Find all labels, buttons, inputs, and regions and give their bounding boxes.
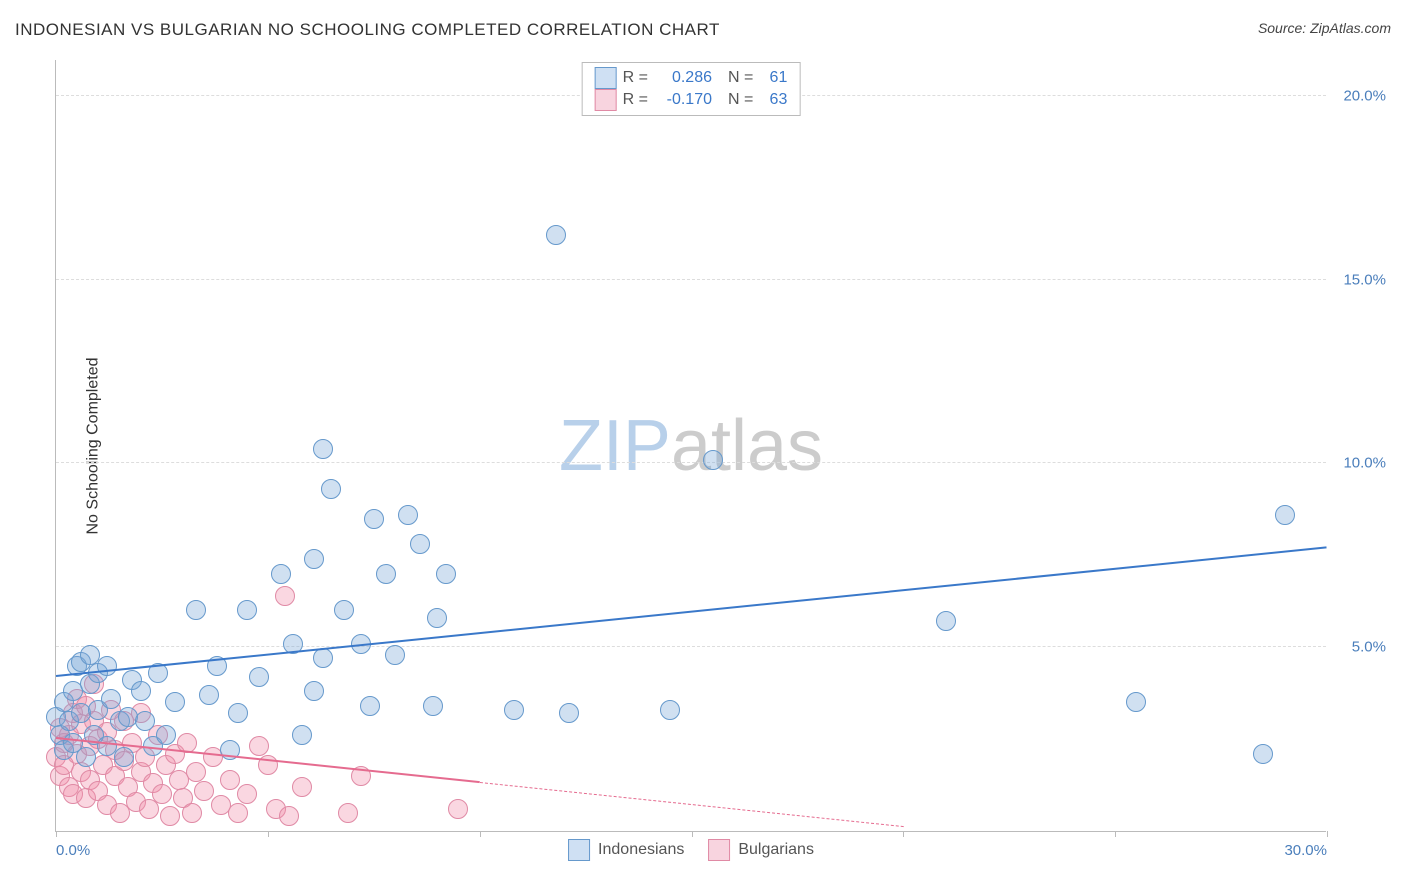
indonesians-point [385,645,405,665]
r-label: R = [623,69,648,87]
bulgarians-regression-line-dashed [480,782,904,827]
n-label: N = [728,69,753,87]
indonesians-point [559,703,579,723]
watermark-zip: ZIP [559,406,671,486]
x-tick [1327,831,1328,837]
indonesians-point [364,509,384,529]
bulgarians-point [279,806,299,826]
chart-source: Source: ZipAtlas.com [1258,20,1391,36]
indonesians-point [304,681,324,701]
indonesians-point [703,450,723,470]
indonesians-point [292,725,312,745]
indonesians-swatch [595,67,617,89]
x-tick [903,831,904,837]
legend-item-bulgarians: Bulgarians [708,839,814,861]
indonesians-point [376,564,396,584]
y-tick-label: 15.0% [1343,271,1386,288]
indonesians-point [199,685,219,705]
gridline [56,279,1326,280]
x-tick [268,831,269,837]
indonesians-point [165,692,185,712]
indonesians-point [436,564,456,584]
series-legend: Indonesians Bulgarians [568,839,814,861]
indonesians-point [936,611,956,631]
bulgarians-point [152,784,172,804]
indonesians-point [249,667,269,687]
indonesians-point [1275,505,1295,525]
x-tick [1115,831,1116,837]
bulgarians-point [194,781,214,801]
chart-title: INDONESIAN VS BULGARIAN NO SCHOOLING COM… [15,20,720,40]
x-tick [56,831,57,837]
source-prefix: Source: [1258,20,1306,36]
gridline [56,646,1326,647]
x-tick [480,831,481,837]
source-name: ZipAtlas.com [1310,20,1391,36]
bulgarians-point [275,586,295,606]
indonesians-point [504,700,524,720]
indonesians-point [398,505,418,525]
watermark-atlas: atlas [671,406,823,486]
bulgarians-point [160,806,180,826]
indonesians-point [76,747,96,767]
indonesians-point [271,564,291,584]
indonesians-point [131,681,151,701]
indonesians-point [660,700,680,720]
indonesians-point [186,600,206,620]
y-tick-label: 5.0% [1352,639,1386,656]
indonesians-point [313,439,333,459]
indonesians-point [1253,744,1273,764]
indonesians-point [114,747,134,767]
n-value: 63 [759,91,787,109]
bulgarians-point [220,770,240,790]
indonesians-point [101,689,121,709]
x-tick [692,831,693,837]
bulgarians-point [186,762,206,782]
legend-label: Indonesians [598,841,684,859]
legend-item-indonesians: Indonesians [568,839,684,861]
indonesians-point [321,479,341,499]
bulgarians-point [249,736,269,756]
legend-label: Bulgarians [738,841,814,859]
correlation-legend: R = 0.286 N = 61 R = -0.170 N = 63 [582,62,801,116]
indonesians-point [410,534,430,554]
bulgarians-swatch [708,839,730,861]
x-tick-label: 30.0% [1284,842,1327,859]
indonesians-point [423,696,443,716]
indonesians-point [156,725,176,745]
indonesians-point [1126,692,1146,712]
indonesians-point [427,608,447,628]
indonesians-point [228,703,248,723]
bulgarians-point [237,784,257,804]
bulgarians-point [292,777,312,797]
legend-row-indonesians: R = 0.286 N = 61 [595,67,788,89]
indonesians-point [237,600,257,620]
r-label: R = [623,91,648,109]
bulgarians-swatch [595,89,617,111]
x-tick-label: 0.0% [56,842,90,859]
gridline [56,462,1326,463]
n-value: 61 [759,69,787,87]
indonesians-point [135,711,155,731]
y-tick-label: 20.0% [1343,87,1386,104]
r-value: 0.286 [654,69,712,87]
indonesians-point [334,600,354,620]
bulgarians-point [448,799,468,819]
bulgarians-point [228,803,248,823]
r-value: -0.170 [654,91,712,109]
indonesians-swatch [568,839,590,861]
indonesians-point [313,648,333,668]
indonesians-point [360,696,380,716]
n-label: N = [728,91,753,109]
watermark: ZIPatlas [559,405,823,487]
y-tick-label: 10.0% [1343,455,1386,472]
chart-container: INDONESIAN VS BULGARIAN NO SCHOOLING COM… [0,0,1406,892]
bulgarians-point [338,803,358,823]
indonesians-point [546,225,566,245]
bulgarians-point [182,803,202,823]
indonesians-point [304,549,324,569]
indonesians-point [97,656,117,676]
plot-area: R =0.286N =61R =-0.170N =63 ZIPatlas Ind… [55,60,1326,832]
legend-row-bulgarians: R = -0.170 N = 63 [595,89,788,111]
